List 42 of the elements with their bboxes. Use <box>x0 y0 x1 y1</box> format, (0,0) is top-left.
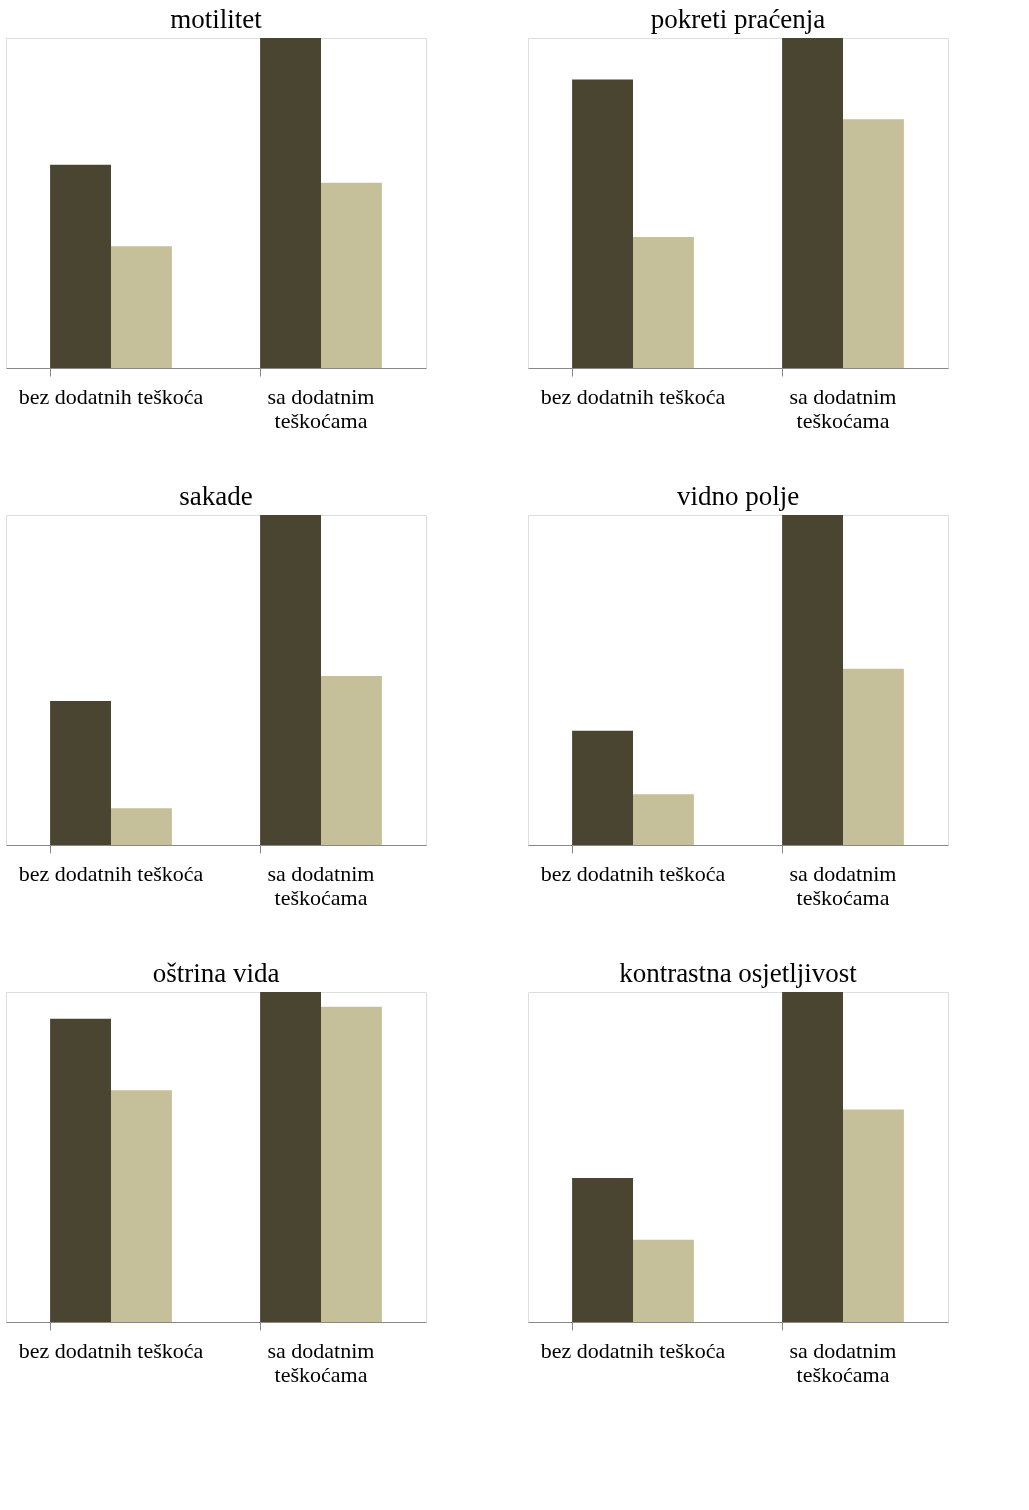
x-tick-label: sa dodatnim teškoćama <box>267 1337 375 1387</box>
x-tick-label: sa dodatnim teškoćama <box>789 383 897 433</box>
bar <box>260 515 321 845</box>
bar <box>572 1178 633 1322</box>
chart-title: kontrastna osjetljivost <box>619 958 858 988</box>
bar <box>260 38 321 368</box>
bar <box>572 79 633 368</box>
bar <box>50 164 111 368</box>
bar <box>260 992 321 1322</box>
x-tick-label: bez dodatnih teškoća <box>18 860 204 886</box>
chart-title: oštrina vida <box>152 958 280 988</box>
bar <box>843 668 904 845</box>
bar <box>633 794 694 845</box>
x-tick-label: bez dodatnih teškoća <box>540 383 726 409</box>
x-tick-label: bez dodatnih teškoća <box>540 1337 726 1363</box>
bar <box>782 515 843 845</box>
bar <box>111 1090 172 1322</box>
bar <box>111 246 172 368</box>
chart-title: sakade <box>179 481 253 511</box>
bar <box>633 1239 694 1322</box>
x-tick-label: bez dodatnih teškoća <box>540 860 726 886</box>
x-tick-label: sa dodatnim teškoćama <box>789 1337 897 1387</box>
bar <box>782 38 843 368</box>
bar <box>321 1006 382 1322</box>
bar <box>321 182 382 368</box>
x-tick-label: sa dodatnim teškoćama <box>267 860 375 910</box>
bar <box>633 236 694 368</box>
chart-title: vidno polje <box>676 481 800 511</box>
bar <box>50 701 111 845</box>
x-tick-label: sa dodatnim teškoćama <box>789 860 897 910</box>
x-tick-label: bez dodatnih teškoća <box>18 1337 204 1363</box>
bar <box>111 808 172 845</box>
bar <box>782 992 843 1322</box>
bar <box>572 730 633 845</box>
bar <box>843 119 904 368</box>
bar <box>843 1109 904 1322</box>
bar <box>321 676 382 845</box>
chart-title: motilitet <box>170 4 263 34</box>
x-tick-label: sa dodatnim teškoćama <box>267 383 375 433</box>
x-tick-label: bez dodatnih teškoća <box>18 383 204 409</box>
bar <box>50 1018 111 1322</box>
chart-title: pokreti praćenja <box>650 4 826 34</box>
